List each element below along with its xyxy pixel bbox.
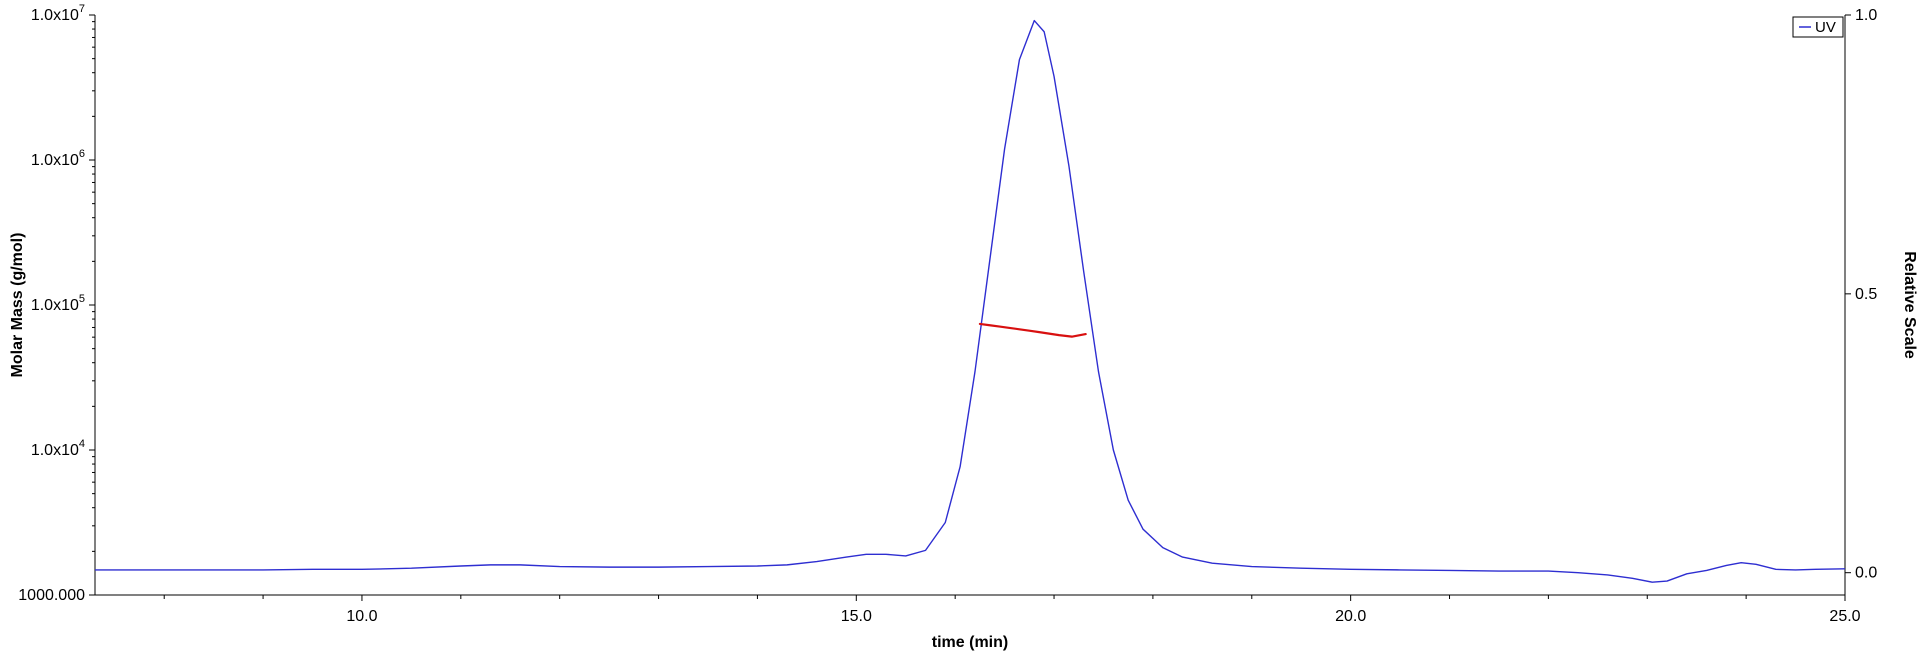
y-left-tick-label: 1.0x107 xyxy=(31,3,85,24)
y-right-tick-label: 1.0 xyxy=(1855,7,1877,24)
x-tick-label: 20.0 xyxy=(1335,608,1366,625)
y-right-tick-label: 0.0 xyxy=(1855,565,1877,582)
molar-mass-overlay xyxy=(980,324,1086,337)
y-left-tick-label: 1000.000 xyxy=(18,587,85,604)
y-right-axis-label: Relative Scale xyxy=(1901,251,1918,359)
x-tick-label: 15.0 xyxy=(841,608,872,625)
y-right-tick-label: 0.5 xyxy=(1855,286,1877,303)
x-tick-label: 10.0 xyxy=(346,608,377,625)
y-left-tick-label: 1.0x106 xyxy=(31,148,85,169)
x-axis-label: time (min) xyxy=(932,634,1008,651)
y-left-tick-label: 1.0x104 xyxy=(31,438,85,459)
chart-svg: 10.0 15.0 20.0 25.0 1000.000 1.0x104 1.0x105 1.… xyxy=(0,0,1920,672)
y-left-tick-label: 1.0x105 xyxy=(31,293,85,314)
uv-trace xyxy=(95,21,1845,583)
sec-mals-chromatogram: 10.0 15.0 20.0 25.0 1000.000 1.0x104 1.0x105 1.… xyxy=(0,0,1920,672)
y-left-axis-label: Molar Mass (g/mol) xyxy=(9,233,26,378)
legend-label: UV xyxy=(1815,19,1836,36)
x-tick-label: 25.0 xyxy=(1829,608,1860,625)
